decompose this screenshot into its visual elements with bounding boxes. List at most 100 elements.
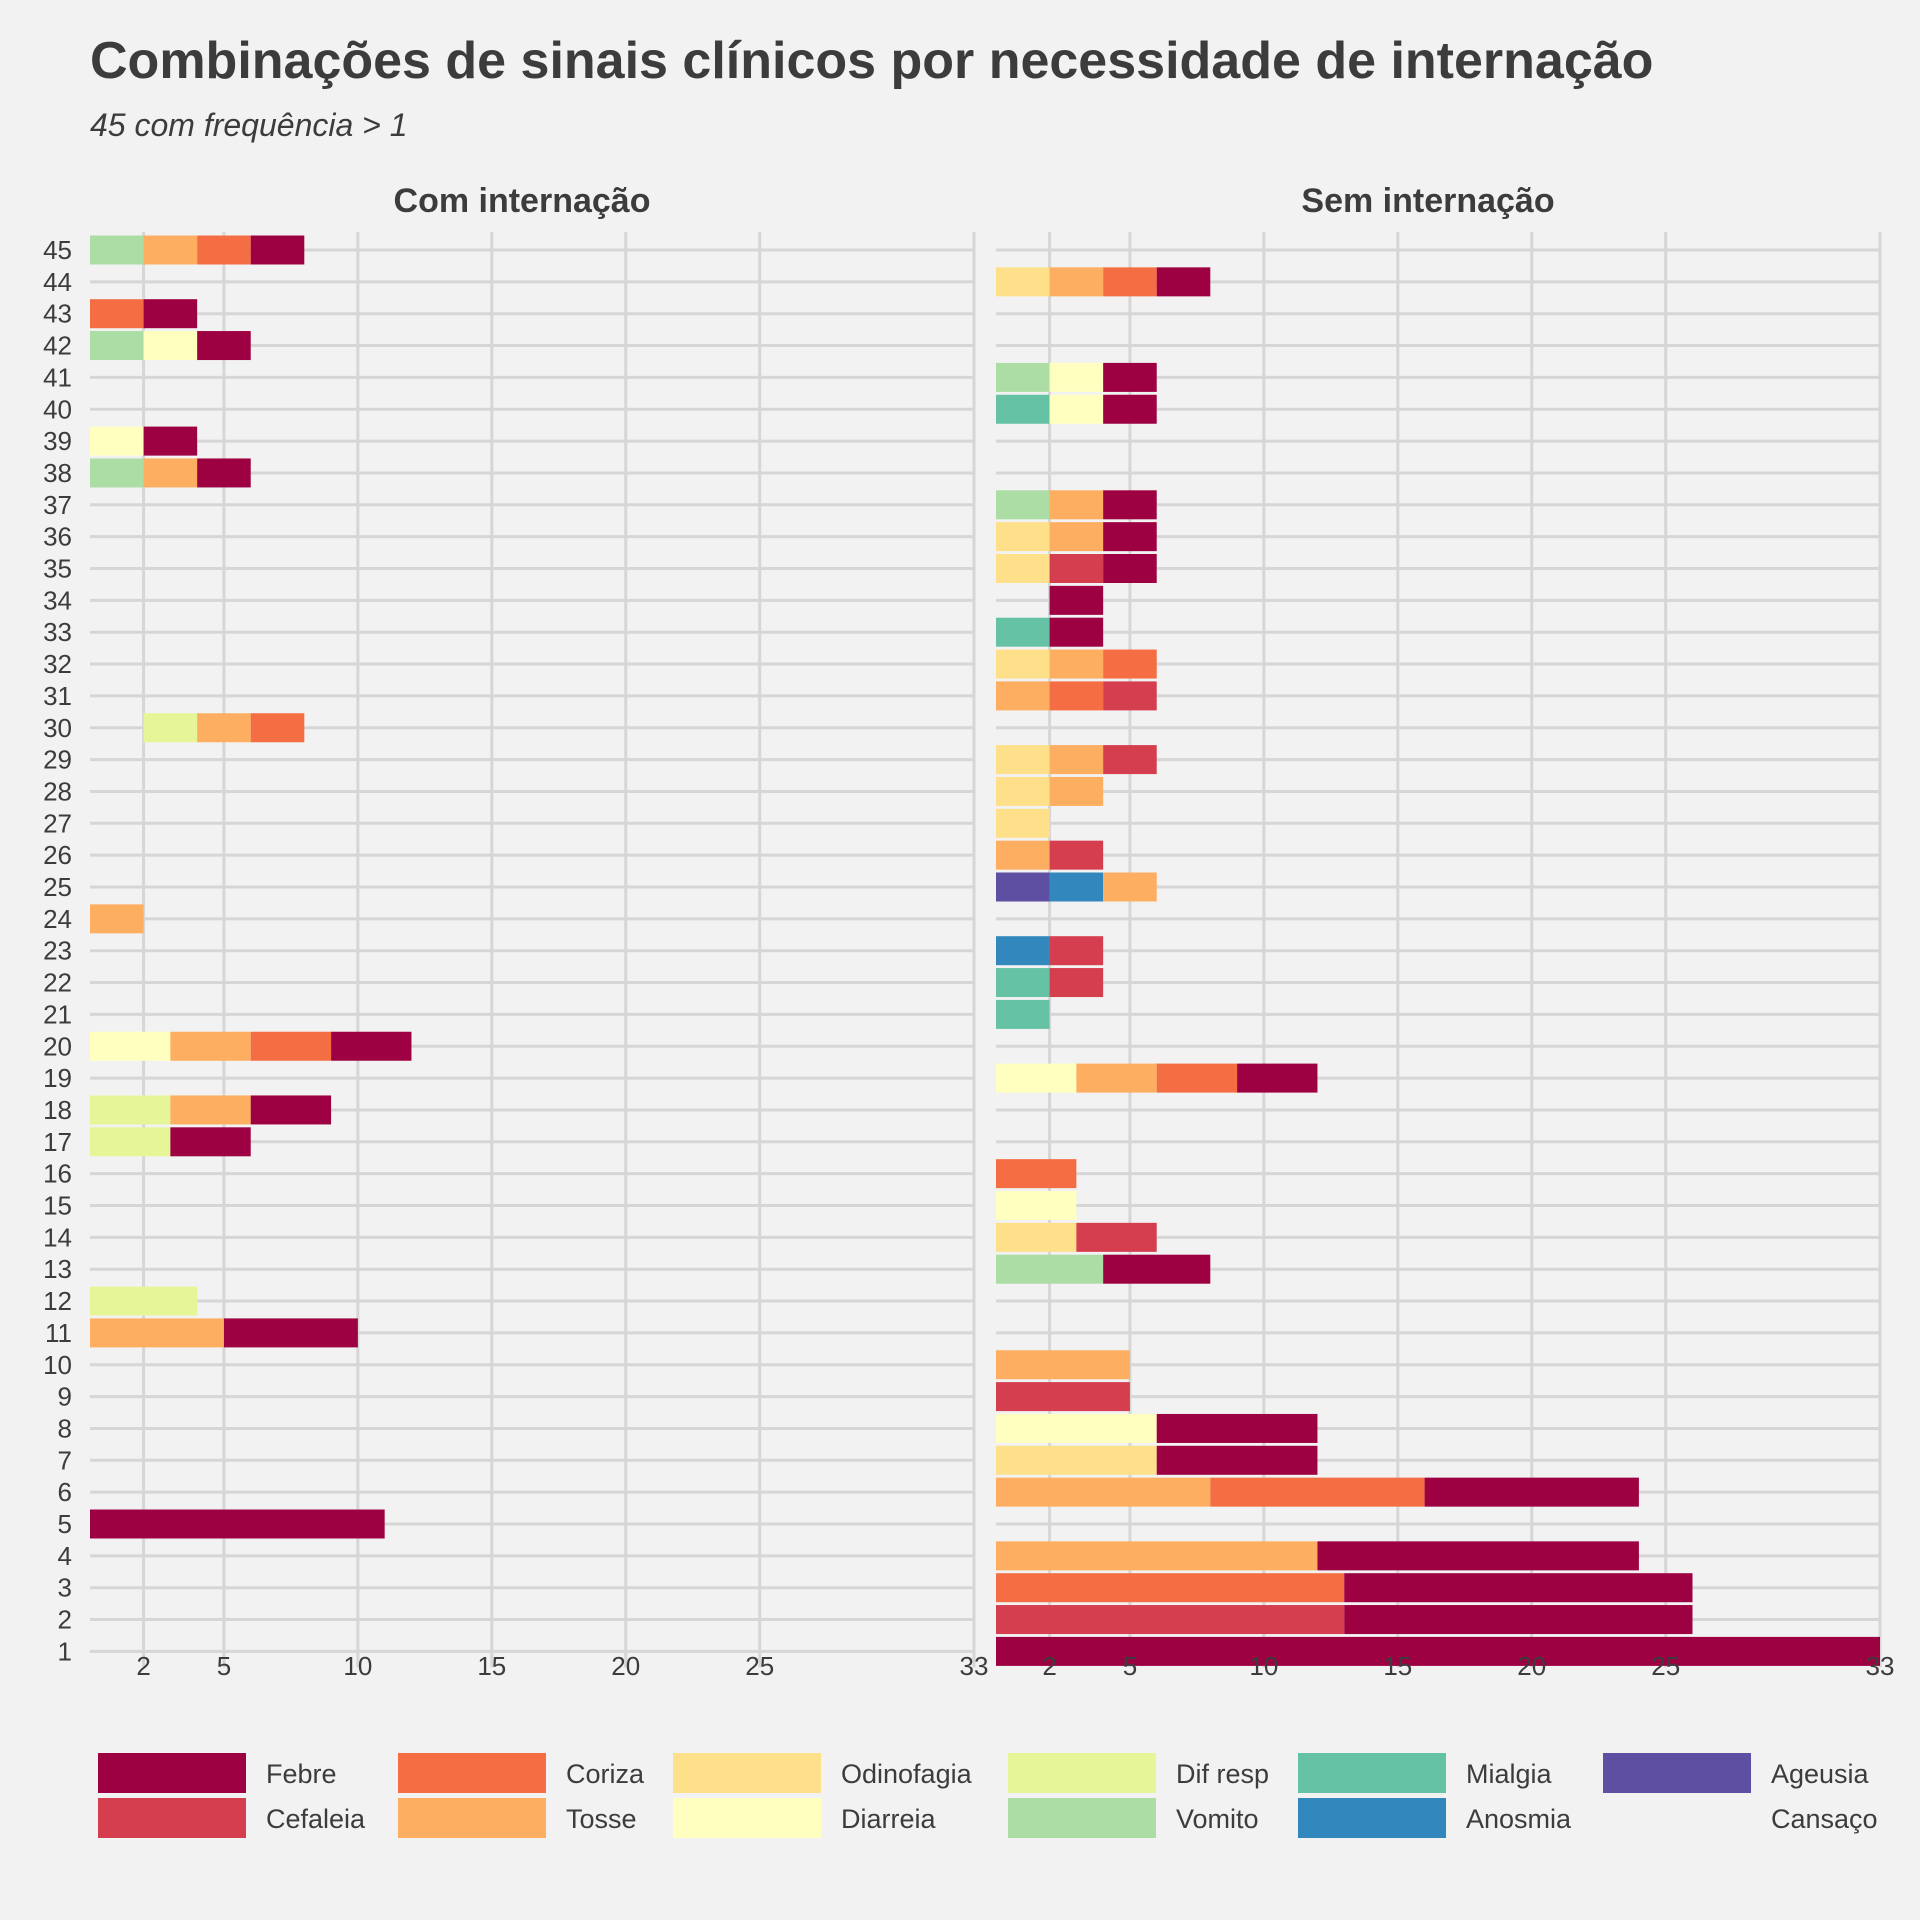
legend-swatch <box>1298 1753 1446 1793</box>
legend-label: Anosmia <box>1466 1804 1572 1834</box>
chart-subtitle: 45 com frequência > 1 <box>90 107 408 143</box>
bar-segment-cefaleia <box>1049 936 1104 966</box>
bar-segment-tosse <box>90 1318 224 1348</box>
bar-segment-coriza <box>197 235 251 265</box>
bar-segment-febre <box>250 235 305 265</box>
x-tick-label: 15 <box>477 1651 506 1681</box>
bar-segment-febre <box>1049 585 1104 615</box>
legend-swatch <box>398 1798 546 1838</box>
bar-segment-tosse <box>1049 490 1104 520</box>
bar-segment-febre <box>1103 522 1157 552</box>
y-tick-label: 39 <box>43 426 72 456</box>
bar-segment-cefaleia <box>1049 968 1104 998</box>
x-tick-label: 10 <box>343 1651 372 1681</box>
bar-segment-mialgia <box>996 968 1050 998</box>
legend: Febre Cefaleia Coriza Tosse Odinofagia Diarre… <box>98 1753 1878 1838</box>
y-tick-label: 23 <box>43 936 72 966</box>
legend-label: Odinofagia <box>841 1759 973 1789</box>
y-tick-label: 17 <box>43 1127 72 1157</box>
y-tick-label: 5 <box>58 1509 72 1539</box>
bar-segment-mialgia <box>996 999 1050 1029</box>
bar-segment-vomito <box>90 331 144 361</box>
bar-segment-febre <box>1344 1573 1693 1603</box>
y-tick-label: 21 <box>43 999 72 1029</box>
legend-label: Mialgia <box>1466 1759 1553 1789</box>
legend-swatch <box>1008 1753 1156 1793</box>
bar-segment-tosse <box>170 1095 251 1125</box>
legend-swatch <box>673 1753 821 1793</box>
bar-segment-febre <box>197 331 251 361</box>
bar-segment-tosse <box>1049 745 1104 775</box>
y-tick-label: 33 <box>43 617 72 647</box>
y-tick-label: 42 <box>43 331 72 361</box>
bar-segment-odinofagia <box>996 522 1050 552</box>
bar-segment-febre <box>143 426 198 456</box>
bar-segment-cefaleia <box>996 1382 1130 1412</box>
legend-label: Coriza <box>566 1759 645 1789</box>
legend-label: Febre <box>266 1759 337 1789</box>
bar-segment-coriza <box>1049 681 1104 711</box>
bar-segment-tosse <box>996 681 1050 711</box>
bar-segment-odinofagia <box>996 776 1050 806</box>
bar-segment-cefaleia <box>996 1605 1345 1635</box>
y-tick-label: 6 <box>58 1477 72 1507</box>
y-tick-label: 41 <box>43 362 72 392</box>
y-tick-label: 15 <box>43 1191 72 1221</box>
bar-segment-febre <box>90 1509 385 1539</box>
bar-segment-cefaleia <box>1049 840 1104 870</box>
bar-segment-tosse <box>996 1541 1318 1571</box>
bar-segment-coriza <box>1210 1477 1425 1507</box>
bar-segment-odinofagia <box>996 554 1050 583</box>
bar-segment-febre <box>223 1318 358 1348</box>
legend-label: Vomito <box>1176 1804 1259 1834</box>
bar-segment-diarreia <box>90 1031 171 1061</box>
bar-segment-odinofagia <box>996 745 1050 775</box>
bar-segment-tosse <box>1049 649 1104 679</box>
y-tick-label: 8 <box>58 1413 72 1443</box>
bar-segment-diarreia <box>996 1063 1077 1093</box>
bar-segment-febre <box>1103 490 1157 520</box>
legend-item-coriza: Coriza <box>398 1753 645 1793</box>
bar-segment-tosse <box>197 713 251 743</box>
y-tick-label: 26 <box>43 840 72 870</box>
bar-segment-tosse <box>996 840 1050 870</box>
y-tick-label: 32 <box>43 649 72 679</box>
bar-segment-coriza <box>1103 649 1157 679</box>
bar-segment-dif-resp <box>90 1095 171 1125</box>
y-tick-label: 29 <box>43 745 72 775</box>
x-tick-label: 25 <box>745 1651 774 1681</box>
bar-segment-tosse <box>90 904 144 934</box>
chart-title: Combinações de sinais clínicos por neces… <box>90 32 1653 90</box>
y-tick-label: 2 <box>58 1605 72 1635</box>
bar-segment-cefaleia <box>1049 554 1104 583</box>
y-tick-label: 30 <box>43 713 72 743</box>
legend-label: Diarreia <box>841 1804 937 1834</box>
y-tick-label: 36 <box>43 522 72 552</box>
bar-segment-febre <box>1317 1541 1639 1571</box>
bar-segment-coriza <box>996 1159 1077 1189</box>
bar-segment-febre <box>170 1127 251 1157</box>
bar-segment-mialgia <box>996 394 1050 424</box>
x-tick-label: 33 <box>960 1651 989 1681</box>
bar-segment-vomito <box>996 362 1050 392</box>
legend-label: Ageusia <box>1771 1759 1870 1789</box>
y-tick-label: 24 <box>43 904 72 934</box>
y-tick-label: 7 <box>58 1445 72 1475</box>
bar-segment-coriza <box>1156 1063 1238 1093</box>
x-tick-label: 2 <box>136 1651 150 1681</box>
x-tick-label: 5 <box>1123 1651 1137 1681</box>
bar-segment-vomito <box>90 458 144 488</box>
bar-segment-dif-resp <box>90 1286 198 1316</box>
bar-segment-febre <box>1156 267 1211 297</box>
y-tick-label: 1 <box>58 1636 72 1666</box>
x-tick-label: 10 <box>1249 1651 1278 1681</box>
y-tick-label: 20 <box>43 1031 72 1061</box>
legend-item-anosmia: Anosmia <box>1298 1798 1572 1838</box>
y-tick-label: 3 <box>58 1573 72 1603</box>
bar-segment-diarreia <box>1049 362 1104 392</box>
y-tick-label: 19 <box>43 1063 72 1093</box>
x-tick-label: 20 <box>611 1651 640 1681</box>
bar-segment-diarreia <box>90 426 144 456</box>
legend-swatch <box>1298 1798 1446 1838</box>
